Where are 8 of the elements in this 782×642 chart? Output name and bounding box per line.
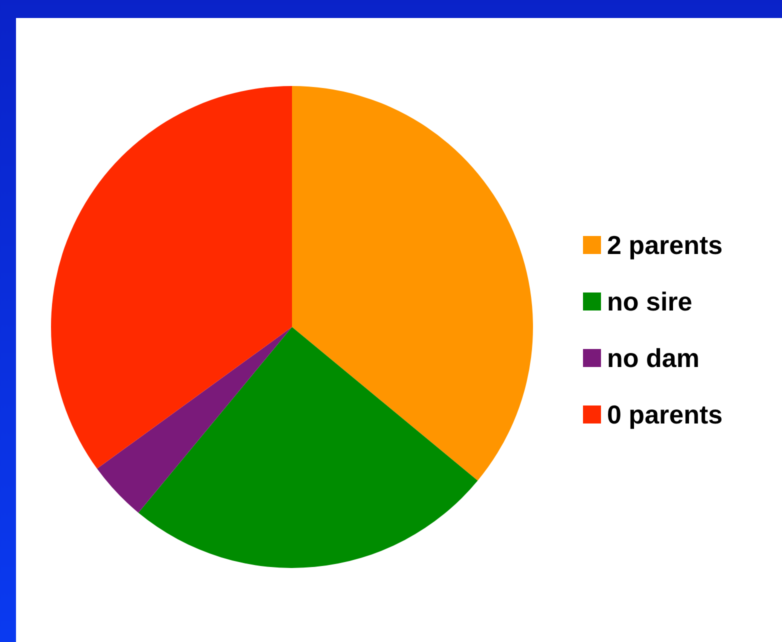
legend-label: 2 parents — [607, 230, 723, 260]
legend-label: no sire — [607, 286, 692, 317]
pie-slice — [138, 327, 478, 568]
pie-slice — [51, 86, 292, 469]
pie-slice — [292, 86, 533, 481]
legend-label: no dam — [607, 343, 700, 374]
legend-label: 0 parents — [607, 400, 723, 430]
pie-slice — [97, 327, 292, 513]
